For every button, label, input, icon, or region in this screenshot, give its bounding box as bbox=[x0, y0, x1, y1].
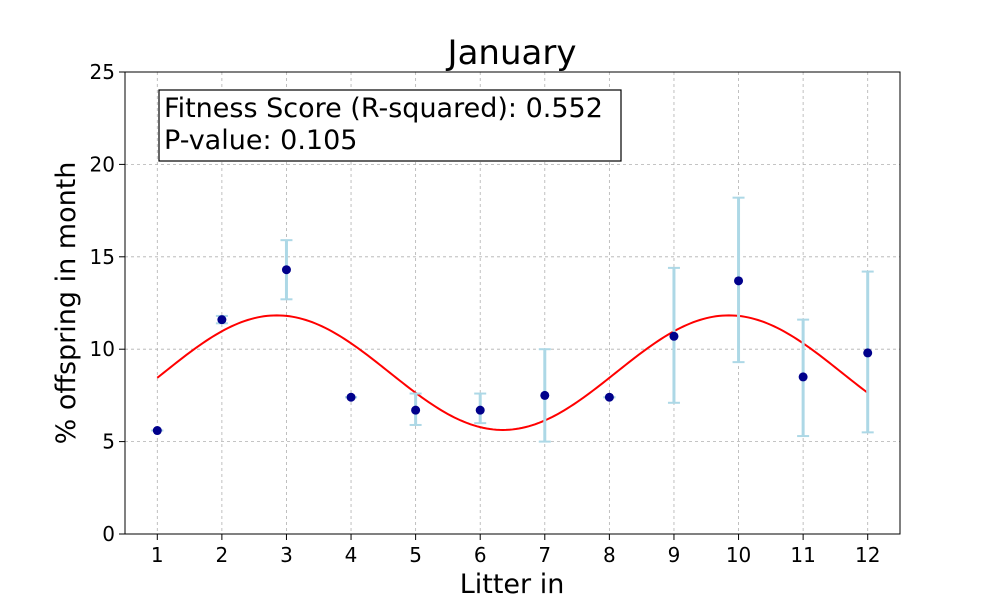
chart-title: January bbox=[446, 33, 577, 73]
data-point bbox=[281, 265, 291, 275]
x-tick-label: 11 bbox=[790, 543, 815, 567]
x-tick-label: 7 bbox=[538, 543, 551, 567]
x-tick-label: 8 bbox=[603, 543, 616, 567]
data-point bbox=[863, 348, 873, 358]
y-tick-label: 20 bbox=[90, 152, 115, 176]
plot-frame bbox=[124, 71, 901, 535]
x-tick-label: 10 bbox=[726, 543, 751, 567]
data-point bbox=[475, 405, 485, 415]
data-point bbox=[604, 392, 614, 402]
plot-series bbox=[151, 196, 874, 443]
x-tick-label: 4 bbox=[345, 543, 358, 567]
annotation-r-squared: Fitness Score (R-squared): 0.552 bbox=[164, 93, 603, 124]
x-tick-label: 5 bbox=[409, 543, 422, 567]
y-tick-label: 10 bbox=[90, 337, 115, 361]
annotation-frame bbox=[158, 89, 622, 162]
y-tick-label: 0 bbox=[102, 522, 115, 546]
x-tick-label: 6 bbox=[474, 543, 487, 567]
annotation-p-value: P-value: 0.105 bbox=[164, 125, 357, 156]
y-axis-label: % offspring in month bbox=[51, 162, 82, 445]
data-point bbox=[540, 390, 550, 400]
data-point bbox=[217, 315, 227, 325]
x-axis-label: Litter in bbox=[460, 569, 565, 600]
y-tick-label: 5 bbox=[102, 430, 115, 454]
data-point bbox=[152, 426, 162, 436]
fit-curve bbox=[156, 314, 869, 431]
annotation-box: Fitness Score (R-squared): 0.552 P-value… bbox=[158, 89, 622, 162]
x-tick-label: 1 bbox=[151, 543, 164, 567]
x-tick-label: 2 bbox=[216, 543, 229, 567]
y-tick-label: 25 bbox=[90, 60, 115, 84]
y-tick-label: 15 bbox=[90, 245, 115, 269]
x-tick-label: 9 bbox=[668, 543, 681, 567]
data-point bbox=[411, 405, 421, 415]
x-tick-label: 12 bbox=[855, 543, 880, 567]
data-point bbox=[669, 331, 679, 341]
data-point bbox=[346, 392, 356, 402]
data-point bbox=[734, 276, 744, 286]
x-tick-label: 3 bbox=[280, 543, 293, 567]
data-point bbox=[798, 372, 808, 382]
